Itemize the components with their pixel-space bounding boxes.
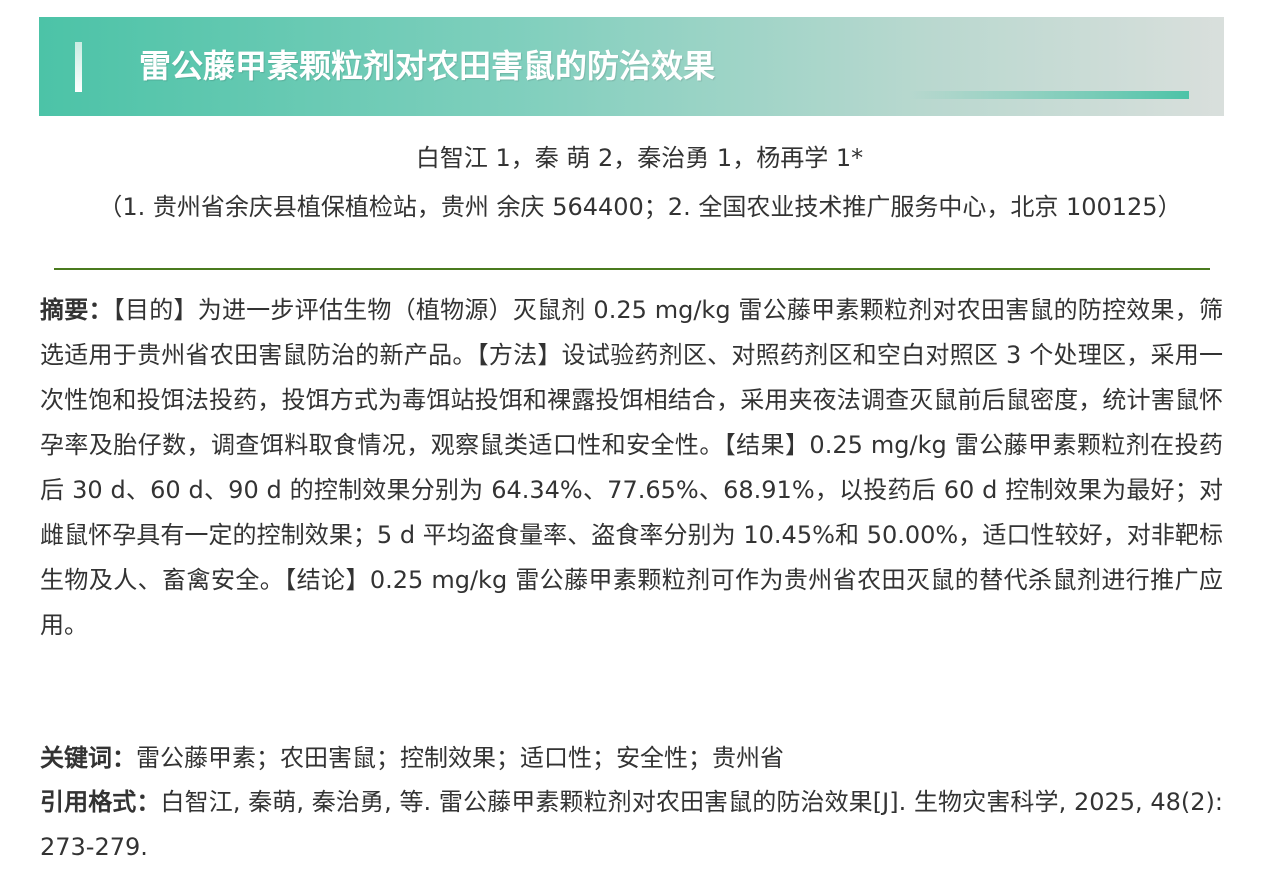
divider bbox=[54, 268, 1210, 270]
keywords-text: 雷公藤甲素；农田害鼠；控制效果；适口性；安全性；贵州省 bbox=[136, 744, 784, 772]
keywords-label: 关键词： bbox=[40, 744, 136, 772]
authors: 白智江 1，秦 萌 2，秦治勇 1，杨再学 1* bbox=[415, 144, 864, 172]
banner-accent-bar bbox=[75, 42, 82, 92]
citation-label: 引用格式： bbox=[40, 788, 161, 816]
abstract-label: 摘要： bbox=[40, 296, 113, 324]
citation: 引用格式：白智江, 秦萌, 秦治勇, 等. 雷公藤甲素颗粒剂对农田害鼠的防治效果… bbox=[40, 780, 1223, 870]
article-title: 雷公藤甲素颗粒剂对农田害鼠的防治效果 bbox=[139, 47, 716, 85]
keywords: 关键词：雷公藤甲素；农田害鼠；控制效果；适口性；安全性；贵州省 bbox=[40, 737, 1223, 780]
abstract-text: 【目的】为进一步评估生物（植物源）灭鼠剂 0.25 mg/kg 雷公藤甲素颗粒剂… bbox=[40, 296, 1224, 639]
banner-underline bbox=[909, 91, 1189, 99]
affiliations: （1. 贵州省余庆县植保植检站，贵州 余庆 564400；2. 全国农业技术推广… bbox=[98, 193, 1182, 221]
abstract: 摘要：【目的】为进一步评估生物（植物源）灭鼠剂 0.25 mg/kg 雷公藤甲素… bbox=[40, 288, 1223, 648]
citation-text: 白智江, 秦萌, 秦治勇, 等. 雷公藤甲素颗粒剂对农田害鼠的防治效果[J]. … bbox=[40, 788, 1224, 861]
title-banner: 雷公藤甲素颗粒剂对农田害鼠的防治效果 bbox=[39, 17, 1224, 116]
